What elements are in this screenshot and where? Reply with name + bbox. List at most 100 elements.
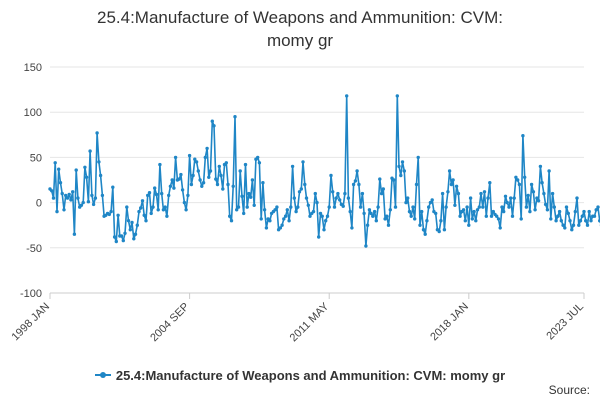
data-point: [137, 209, 141, 214]
data-point: [198, 178, 202, 182]
data-point: [214, 177, 218, 181]
data-point: [514, 175, 518, 179]
legend-item-series[interactable]: 25.4:Manufacture of Weapons and Ammuniti…: [94, 368, 505, 383]
data-point: [552, 205, 556, 209]
data-point: [538, 164, 543, 169]
data-point: [311, 209, 316, 214]
data-point: [261, 181, 265, 185]
data-point: [252, 203, 256, 207]
data-point: [219, 173, 223, 178]
data-point: [345, 94, 349, 98]
data-point: [531, 190, 536, 194]
data-point: [144, 219, 148, 223]
data-point: [550, 191, 555, 196]
data-point: [114, 239, 119, 244]
data-point: [76, 196, 80, 200]
data-point: [149, 211, 153, 216]
data-point: [529, 182, 534, 187]
data-point: [442, 228, 447, 232]
data-point: [193, 157, 197, 161]
data-point: [327, 205, 331, 209]
data-point: [191, 173, 195, 178]
chart-title-line-2: momy gr: [266, 31, 334, 50]
data-point: [332, 205, 337, 209]
data-point: [369, 211, 373, 216]
data-point: [503, 194, 508, 198]
data-point: [421, 228, 426, 232]
data-point: [282, 217, 286, 221]
data-point: [306, 203, 310, 207]
data-point: [516, 178, 520, 182]
data-point: [341, 204, 345, 208]
data-point: [482, 190, 487, 194]
data-point: [334, 196, 338, 200]
data-point: [519, 217, 523, 221]
data-point: [224, 161, 228, 165]
data-point: [350, 226, 354, 230]
data-point: [256, 155, 260, 160]
data-point: [156, 208, 160, 212]
data-point: [240, 194, 244, 198]
data-point: [570, 228, 574, 232]
data-point: [51, 196, 56, 200]
data-point: [528, 209, 532, 214]
data-point: [486, 196, 490, 200]
data-point: [491, 209, 495, 214]
data-point: [289, 205, 293, 209]
data-point: [292, 196, 296, 200]
data-point: [400, 160, 405, 164]
data-point: [287, 219, 291, 223]
data-point: [161, 208, 166, 212]
data-point: [58, 181, 63, 185]
data-point: [200, 184, 204, 188]
data-point: [107, 212, 112, 217]
data-point: [430, 198, 434, 202]
data-point: [557, 209, 562, 214]
data-point: [510, 214, 515, 218]
data-point: [365, 223, 370, 227]
data-point: [320, 214, 324, 218]
data-point: [233, 115, 237, 119]
data-point: [517, 182, 522, 187]
data-point: [177, 177, 181, 181]
data-point: [146, 193, 150, 198]
data-point: [116, 213, 120, 217]
data-point: [247, 191, 251, 196]
data-point: [250, 178, 255, 182]
data-point: [212, 124, 216, 128]
data-point: [165, 214, 169, 218]
data-point: [427, 205, 431, 209]
data-point: [69, 198, 73, 202]
data-point: [385, 214, 389, 218]
data-point: [545, 208, 550, 212]
data-point: [228, 214, 232, 218]
data-point: [447, 169, 452, 173]
data-point: [170, 178, 174, 182]
data-point: [119, 234, 124, 238]
data-point: [585, 223, 590, 227]
data-point: [456, 191, 461, 196]
data-point: [440, 191, 445, 196]
data-point: [559, 219, 563, 223]
data-point: [97, 160, 101, 164]
data-point: [358, 205, 363, 209]
data-point: [83, 165, 87, 169]
data-point: [413, 217, 417, 221]
data-point: [488, 181, 492, 185]
data-point: [512, 196, 516, 200]
data-point: [158, 162, 162, 167]
data-point: [194, 160, 199, 164]
data-point: [125, 205, 129, 209]
data-point: [296, 205, 300, 209]
data-point: [95, 131, 99, 135]
source-label[interactable]: Source:: [548, 383, 590, 397]
data-point: [399, 173, 403, 178]
data-point: [203, 155, 207, 160]
data-point: [407, 209, 412, 214]
y-tick-label: 50: [30, 152, 42, 164]
data-point: [285, 208, 289, 212]
data-point: [468, 196, 473, 200]
data-point: [502, 209, 506, 214]
data-point: [521, 134, 525, 138]
data-point: [378, 177, 382, 181]
